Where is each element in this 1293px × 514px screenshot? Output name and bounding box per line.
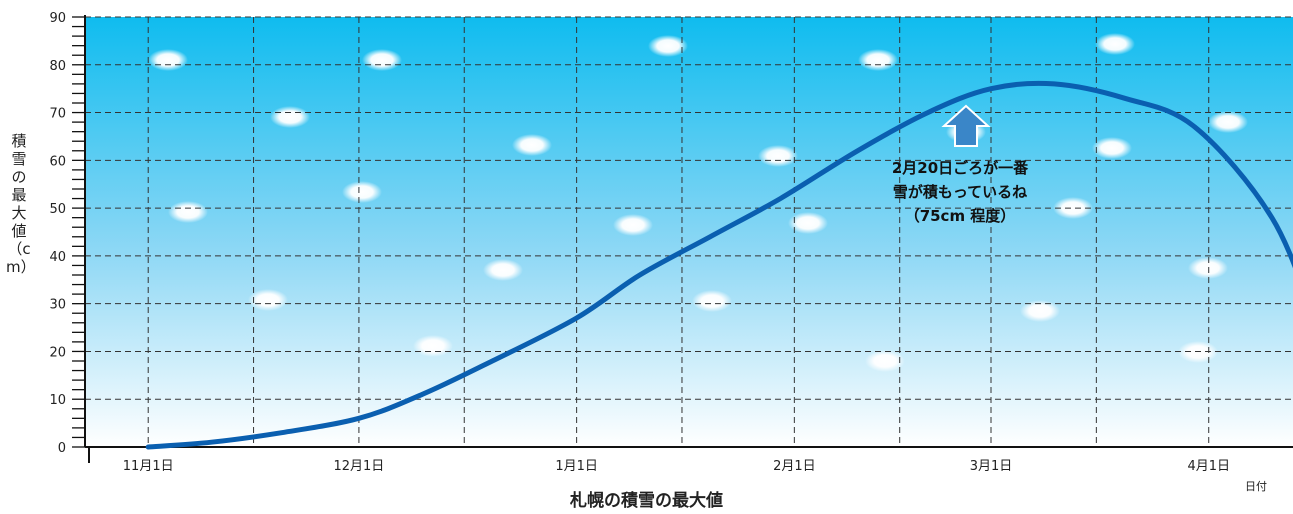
snowflake-21 — [865, 350, 905, 372]
snowflake-8 — [1208, 111, 1248, 133]
snowflake-6 — [512, 134, 552, 156]
annotation-line-1: 2月20日ごろが一番 — [860, 156, 1060, 180]
annotation-text: 2月20日ごろが一番 雪が積もっているね （75cm 程度） — [860, 156, 1060, 228]
annotation-line-2: 雪が積もっているね — [860, 180, 1060, 204]
y-tick-label-50: 50 — [49, 202, 66, 217]
snowflake-17 — [692, 290, 732, 312]
snowflake-1 — [362, 49, 402, 71]
x-tick-label-2: 1月1日 — [555, 459, 598, 474]
x-tick-label-3: 2月1日 — [773, 459, 816, 474]
snowflake-4 — [1095, 33, 1135, 55]
y-tick-label-90: 90 — [49, 11, 66, 26]
snowflake-22 — [1178, 341, 1218, 363]
x-tick-label-0: 11月1日 — [123, 459, 174, 474]
x-tick-label-4: 3月1日 — [970, 459, 1013, 474]
x-tick-label-1: 12月1日 — [333, 459, 384, 474]
y-tick-label-20: 20 — [49, 345, 66, 360]
annotation-line-3: （75cm 程度） — [860, 204, 1060, 228]
y-tick-label-80: 80 — [49, 59, 66, 74]
y-tick-label-40: 40 — [49, 250, 66, 265]
snowflake-0 — [148, 49, 188, 71]
plot-background — [85, 17, 1293, 447]
snowflake-18 — [1188, 257, 1228, 279]
snowflake-11 — [613, 214, 653, 236]
snowflake-10 — [342, 181, 382, 203]
x-tick-label-5: 4月1日 — [1187, 459, 1230, 474]
y-tick-label-10: 10 — [49, 393, 66, 408]
snowflake-14 — [1092, 137, 1132, 159]
y-tick-label-60: 60 — [49, 154, 66, 169]
y-axis-title: 積雪の最大値（cm） — [6, 132, 32, 276]
y-tick-label-30: 30 — [49, 298, 66, 313]
y-tick-label-70: 70 — [49, 107, 66, 122]
snowflake-7 — [758, 145, 798, 167]
y-tick-label-0: 0 — [58, 441, 66, 456]
snowflake-5 — [270, 106, 310, 128]
snowflake-9 — [168, 201, 208, 223]
snowflake-20 — [413, 335, 453, 357]
chart-title: 札幌の積雪の最大値 — [0, 486, 1293, 511]
snowflake-15 — [483, 259, 523, 281]
snowflake-3 — [858, 49, 898, 71]
